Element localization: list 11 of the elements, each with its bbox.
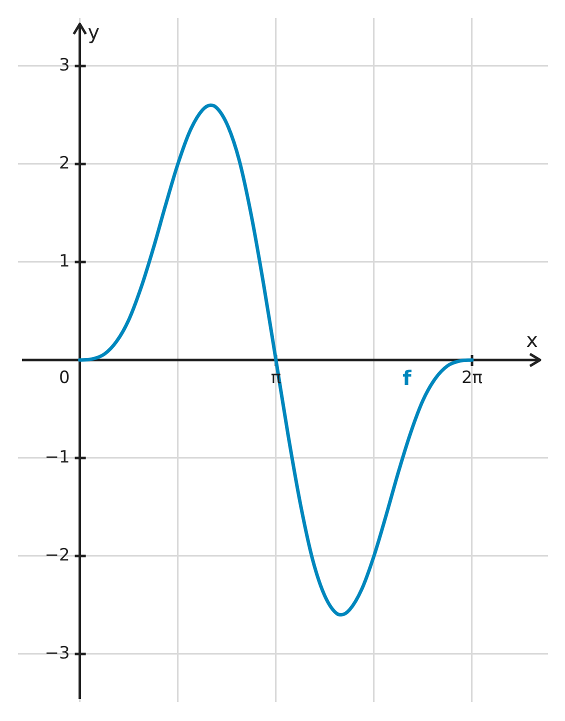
y-tick-label: 3 (58, 55, 70, 76)
x-tick-label: 0 (58, 368, 70, 388)
x-tick-label: 2π (461, 368, 483, 388)
series-label: f (402, 366, 412, 390)
y-tick-label: −2 (44, 545, 70, 566)
y-tick-label: −3 (44, 643, 70, 664)
y-tick-label: 2 (58, 153, 70, 174)
y-axis-title: y (88, 20, 100, 44)
y-tick-label: −1 (44, 447, 70, 468)
y-tick-label: 1 (58, 251, 70, 272)
x-axis-title: x (526, 328, 538, 352)
